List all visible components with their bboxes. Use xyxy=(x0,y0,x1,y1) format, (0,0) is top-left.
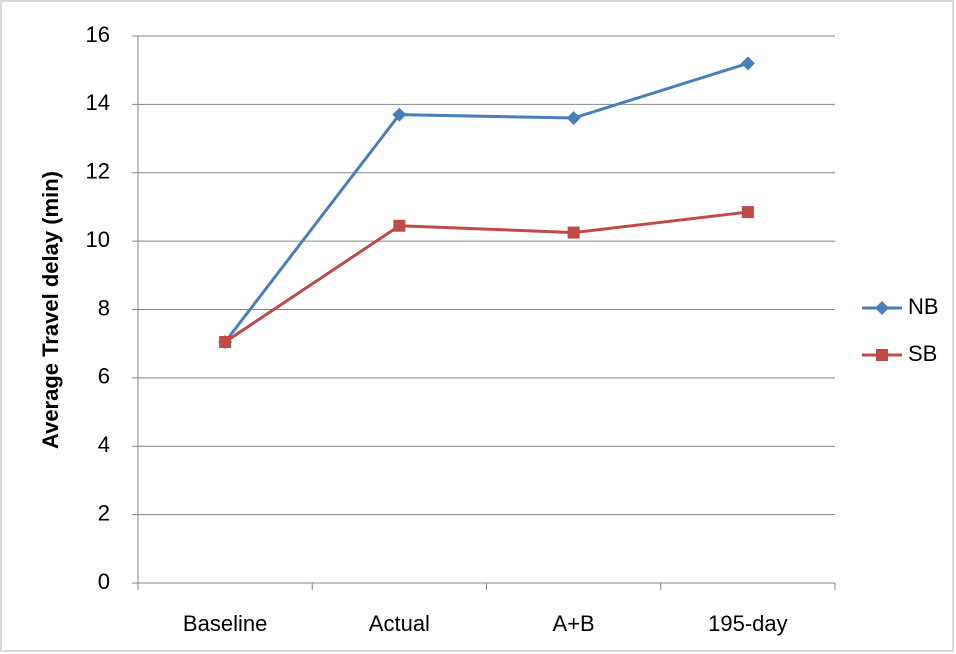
data-point xyxy=(566,111,581,126)
legend-label: NB xyxy=(908,294,939,319)
y-tick-label: 6 xyxy=(98,364,110,389)
data-point xyxy=(393,219,406,232)
y-tick-label: 10 xyxy=(86,227,110,252)
data-point xyxy=(219,335,232,348)
data-point xyxy=(740,56,755,71)
legend-marker xyxy=(875,301,889,315)
series-line xyxy=(224,210,749,344)
legend-marker xyxy=(876,349,888,361)
series-line xyxy=(223,61,749,343)
legend-label: SB xyxy=(908,341,937,366)
x-tick-label: Baseline xyxy=(183,611,267,636)
y-axis-label: Average Travel delay (min) xyxy=(38,171,63,449)
y-tick-label: 14 xyxy=(86,90,110,115)
x-tick-label: A+B xyxy=(553,611,595,636)
y-tick-label: 8 xyxy=(98,295,110,320)
x-tick-label: 195-day xyxy=(708,611,788,636)
y-tick-label: 4 xyxy=(98,432,110,457)
x-tick-label: Actual xyxy=(369,611,430,636)
data-point xyxy=(741,206,754,219)
data-point xyxy=(392,107,407,122)
y-tick-label: 12 xyxy=(86,159,110,184)
data-point xyxy=(567,226,580,239)
y-tick-label: 16 xyxy=(86,22,110,47)
y-tick-label: 2 xyxy=(98,500,110,525)
y-tick-label: 0 xyxy=(98,569,110,594)
